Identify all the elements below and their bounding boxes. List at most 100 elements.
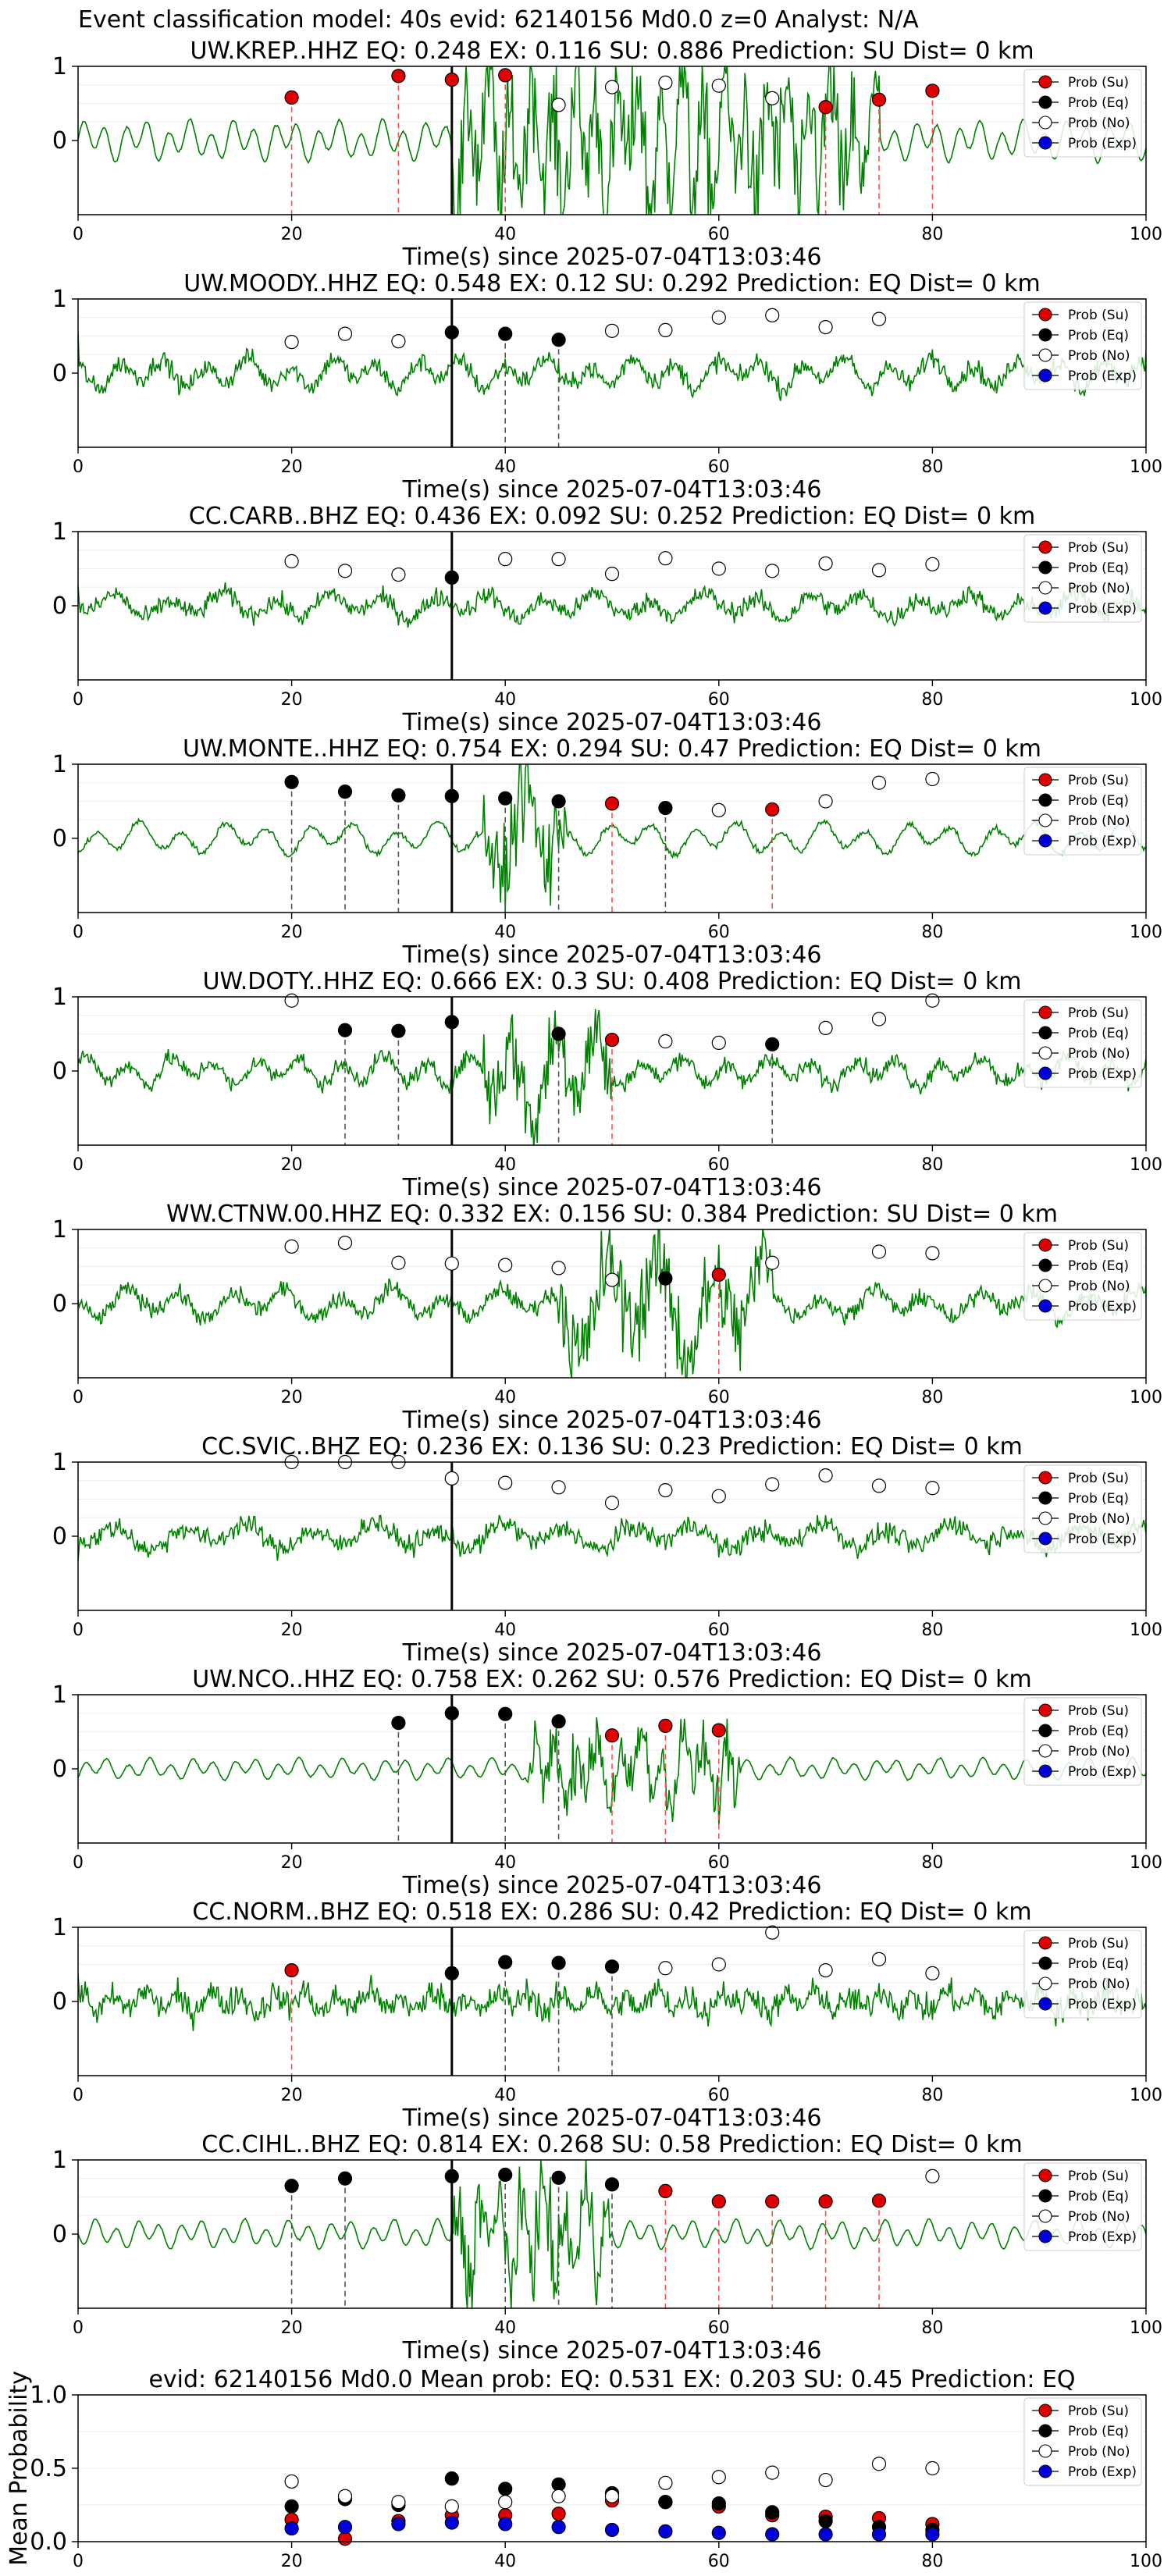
- x-tick-label: 0: [73, 1853, 84, 1873]
- x-tick-label: 40: [494, 1388, 516, 1407]
- mean-prob-marker: [391, 2495, 406, 2510]
- x-axis-label: Time(s) since 2025-07-04T13:03:46: [402, 1639, 822, 1667]
- mean-prob-marker: [337, 2489, 353, 2503]
- prob-marker: [658, 1718, 673, 1733]
- mean-prob-marker: [658, 2495, 673, 2510]
- legend-label: Prob (Exp): [1068, 1299, 1137, 1315]
- legend-label: Prob (Exp): [1068, 136, 1137, 151]
- prob-marker: [871, 311, 887, 326]
- legend-marker: [1038, 793, 1052, 807]
- x-tick-label: 100: [1130, 2552, 1162, 2571]
- legend-frame: [1023, 999, 1142, 1088]
- legend-marker: [1038, 1936, 1052, 1950]
- x-axis-label: Time(s) since 2025-07-04T13:03:46: [402, 2105, 822, 2132]
- legend-label: Prob (Eq): [1068, 328, 1129, 343]
- x-tick-label: 80: [921, 1853, 943, 1873]
- legend-marker: [1038, 2464, 1052, 2478]
- x-tick-label: 20: [281, 457, 303, 477]
- legend-marker: [1038, 348, 1052, 362]
- prob-marker: [711, 78, 726, 93]
- prob-marker: [711, 1489, 726, 1503]
- y-tick-label: 1: [52, 1216, 67, 1244]
- panel-title: WW.CTNW.00.HHZ EQ: 0.332 EX: 0.156 SU: 0…: [166, 1201, 1058, 1228]
- mean-prob-marker: [284, 2499, 299, 2514]
- prob-marker: [818, 2194, 833, 2209]
- x-tick-label: 0: [73, 2086, 84, 2105]
- legend-marker: [1038, 2424, 1052, 2438]
- legend-marker: [1038, 1956, 1052, 1970]
- legend-marker: [1038, 1511, 1052, 1525]
- prob-marker: [498, 1955, 513, 1969]
- legend-marker: [1038, 1997, 1052, 2011]
- legend-label: Prob (No): [1068, 1976, 1130, 1992]
- legend-label: Prob (No): [1068, 2444, 1130, 2460]
- x-axis-label: Time(s) since 2025-07-04T13:03:46: [402, 941, 822, 969]
- legend-label: Prob (Eq): [1068, 793, 1129, 809]
- x-tick-label: 0: [73, 923, 84, 942]
- prob-marker: [871, 1244, 887, 1259]
- prob-marker: [818, 320, 833, 335]
- legend-marker: [1038, 773, 1052, 787]
- legend-marker: [1038, 95, 1052, 109]
- legend-marker: [1038, 136, 1052, 150]
- legend-marker: [1038, 601, 1052, 615]
- mean-prob-marker: [818, 2472, 833, 2488]
- prob-marker: [444, 72, 459, 87]
- waveform-trace: [78, 1717, 1146, 1826]
- prob-marker: [765, 1255, 780, 1270]
- legend: Prob (Su) Prob (Eq) Prob (No) Prob (Exp): [1023, 1232, 1142, 1321]
- legend-marker: [1038, 368, 1052, 382]
- prob-marker: [551, 1714, 566, 1729]
- y-tick-label: 0: [52, 1290, 67, 1318]
- prob-marker: [604, 1728, 620, 1743]
- mean-prob-marker: [711, 2470, 726, 2485]
- prob-marker: [391, 69, 406, 84]
- x-tick-label: 0: [73, 457, 84, 477]
- x-tick-label: 0: [73, 1388, 84, 1407]
- legend-marker: [1038, 1532, 1052, 1546]
- prob-marker: [765, 802, 780, 817]
- prob-marker: [498, 2167, 513, 2183]
- legend-label: Prob (Exp): [1068, 1764, 1137, 1780]
- legend-marker: [1038, 1724, 1052, 1738]
- y-tick-label: 1: [52, 286, 67, 313]
- legend-frame: [1023, 534, 1142, 623]
- x-tick-label: 60: [708, 225, 730, 244]
- prob-marker: [444, 570, 459, 585]
- y-tick-label: 1: [52, 1681, 67, 1709]
- legend: Prob (Su) Prob (Eq) Prob (No) Prob (Exp): [1023, 1697, 1142, 1786]
- mean-prob-marker: [765, 2465, 780, 2480]
- legend-label: Prob (No): [1068, 1046, 1130, 1062]
- prob-marker: [765, 1477, 780, 1492]
- x-tick-label: 0: [73, 690, 84, 710]
- legend-marker: [1038, 2189, 1052, 2203]
- x-axis-label: Time(s) since 2025-07-04T13:03:46: [402, 1407, 822, 1434]
- prob-marker: [658, 322, 673, 337]
- prob-marker: [284, 2179, 299, 2194]
- prob-marker: [284, 553, 299, 569]
- chart-panel: WW.CTNW.00.HHZ EQ: 0.332 EX: 0.156 SU: 0…: [52, 1201, 1162, 1434]
- prob-marker: [925, 1966, 940, 1980]
- legend-label: Prob (No): [1068, 1279, 1130, 1294]
- x-tick-label: 100: [1130, 690, 1162, 710]
- legend-marker: [1038, 2444, 1052, 2458]
- mean-prob-marker: [337, 2520, 353, 2535]
- legend-marker: [1038, 1744, 1052, 1758]
- mean-prob-marker: [871, 2457, 887, 2471]
- legend-label: Prob (Su): [1068, 540, 1129, 556]
- x-tick-label: 80: [921, 1388, 943, 1407]
- panel-title: CC.NORM..BHZ EQ: 0.518 EX: 0.286 SU: 0.4…: [192, 1898, 1031, 1926]
- y-tick-label: 0: [52, 1523, 67, 1550]
- x-tick-label: 60: [708, 2552, 730, 2571]
- x-axis-label: Time(s) since 2025-07-04T13:03:46: [402, 2337, 822, 2364]
- prob-marker: [391, 567, 406, 582]
- mean-prob-marker: [284, 2474, 299, 2489]
- legend-label: Prob (Su): [1068, 2169, 1129, 2184]
- legend-marker: [1038, 2169, 1052, 2183]
- mean-prob-marker: [711, 2525, 726, 2540]
- prob-marker: [818, 794, 833, 809]
- y-tick-label: 0: [52, 592, 67, 620]
- legend-label: Prob (No): [1068, 348, 1130, 364]
- legend-label: Prob (Eq): [1068, 2189, 1129, 2204]
- y-tick-label: 0.5: [30, 2455, 67, 2482]
